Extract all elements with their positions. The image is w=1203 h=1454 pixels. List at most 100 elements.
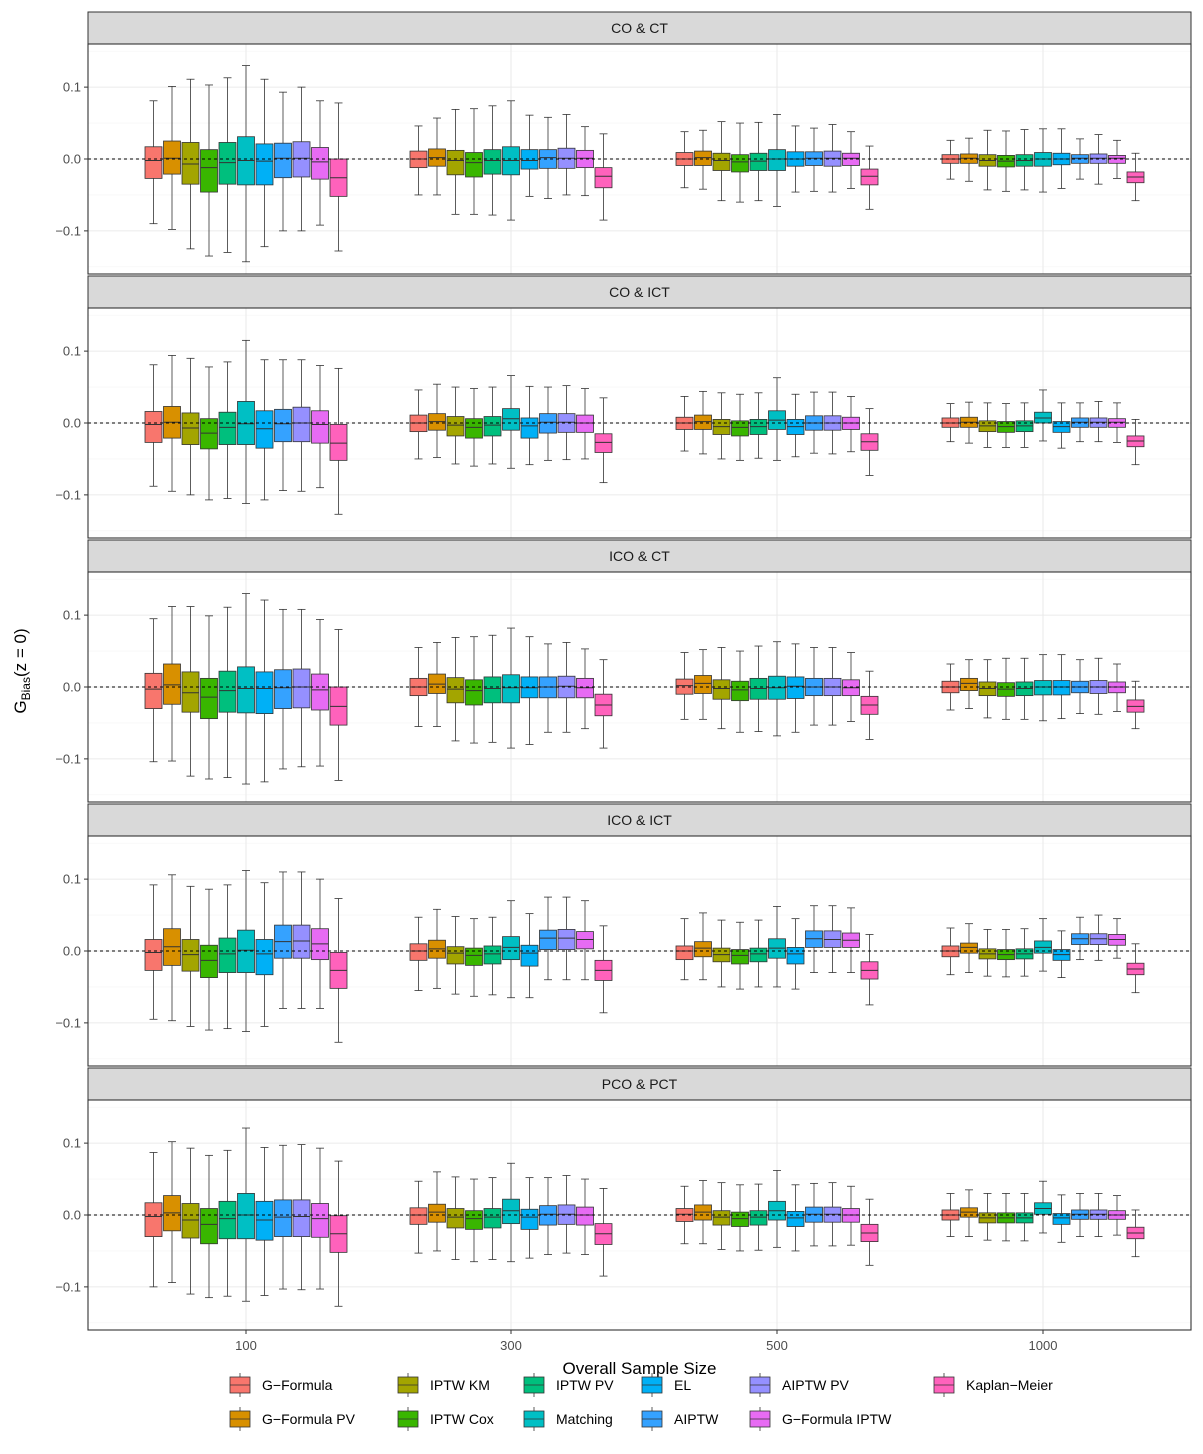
box-6 — [768, 906, 786, 988]
box-2 — [428, 908, 446, 989]
legend-item: G−Formula PV — [229, 1407, 356, 1431]
legend-label: AIPTW — [674, 1411, 719, 1427]
box-11 — [860, 934, 879, 1006]
legend-label: EL — [674, 1377, 691, 1393]
box-4 — [465, 918, 483, 997]
facet-panel: ICO & CT −0.1 0.0 0.1 — [55, 539, 1192, 803]
box-body — [502, 1198, 520, 1225]
box-body — [446, 946, 465, 965]
y-tick-label: −0.1 — [55, 223, 81, 238]
facet-title: CO & ICT — [609, 284, 670, 300]
box-8 — [274, 871, 292, 1009]
box-body — [237, 1193, 255, 1240]
box-body — [465, 679, 483, 706]
box-3 — [712, 919, 731, 988]
box-body — [483, 149, 502, 175]
box-5 — [218, 361, 237, 499]
box-body — [576, 414, 594, 433]
y-tick-label: −0.1 — [55, 1279, 81, 1294]
box-8 — [274, 91, 292, 232]
box-body — [520, 417, 539, 439]
box-8 — [274, 359, 292, 491]
box-4 — [200, 888, 218, 1031]
box-4 — [200, 84, 218, 257]
box-11 — [594, 659, 613, 749]
x-tick-label: 1000 — [1029, 1338, 1058, 1353]
box-5 — [483, 105, 502, 216]
facet-title: PCO & PCT — [602, 1076, 678, 1092]
box-1 — [409, 1180, 428, 1254]
box-body — [694, 675, 712, 694]
box-9 — [292, 608, 311, 768]
box-body — [731, 949, 749, 965]
box-11 — [329, 898, 348, 1043]
facet-strip — [87, 1067, 1192, 1101]
y-tick-label: −0.1 — [55, 751, 81, 766]
y-tick-label: 0.0 — [63, 152, 81, 167]
box-body — [539, 929, 557, 950]
box-body — [786, 1211, 805, 1227]
panel-border — [87, 307, 1192, 539]
box-body — [274, 1199, 292, 1237]
legend-item: Kaplan−Meier — [933, 1373, 1053, 1397]
box-10 — [576, 388, 594, 460]
box-8 — [274, 608, 292, 770]
box-body — [446, 677, 465, 704]
box-body — [409, 943, 428, 961]
box-11 — [1126, 419, 1145, 466]
box-body — [539, 413, 557, 434]
box-5 — [483, 1177, 502, 1260]
facet-title: ICO & ICT — [607, 812, 672, 828]
y-tick-label: 0.0 — [63, 416, 81, 431]
box-2 — [694, 390, 712, 455]
box-9 — [557, 896, 576, 981]
box-3 — [712, 647, 731, 730]
box-5 — [749, 645, 768, 732]
box-5 — [1015, 402, 1034, 448]
box-5 — [218, 606, 237, 778]
box-body — [200, 677, 218, 720]
box-6 — [502, 1162, 520, 1263]
box-body — [237, 666, 255, 714]
y-tick-label: −0.1 — [55, 487, 81, 502]
box-6 — [768, 114, 786, 207]
box-body — [465, 947, 483, 966]
box-5 — [218, 1149, 237, 1297]
box-body — [292, 924, 311, 959]
box-6 — [502, 627, 520, 749]
box-8 — [1071, 916, 1089, 961]
legend-label: IPTW KM — [430, 1377, 490, 1393]
box-9 — [292, 86, 311, 232]
box-4 — [997, 130, 1015, 192]
box-4 — [731, 921, 749, 990]
box-7 — [520, 636, 539, 745]
box-10 — [311, 619, 329, 767]
box-11 — [860, 1198, 879, 1266]
box-body — [144, 672, 163, 709]
box-2 — [960, 659, 978, 709]
box-body — [712, 679, 731, 700]
box-body — [181, 671, 200, 713]
legend-label: G−Formula IPTW — [782, 1411, 892, 1427]
box-2 — [163, 86, 181, 230]
box-body — [465, 152, 483, 178]
box-4 — [997, 403, 1015, 448]
box-4 — [997, 1193, 1015, 1242]
box-3 — [181, 1147, 200, 1295]
box-body — [594, 167, 613, 189]
box-body — [483, 1208, 502, 1229]
box-body — [786, 676, 805, 699]
box-4 — [731, 1184, 749, 1252]
box-2 — [163, 606, 181, 762]
box-body — [731, 1211, 749, 1227]
box-body — [675, 945, 694, 961]
y-tick-label: 0.0 — [63, 1208, 81, 1223]
box-body — [483, 416, 502, 437]
box-body — [576, 149, 594, 169]
legend-item: EL — [641, 1373, 691, 1397]
legend-item: Matching — [523, 1407, 613, 1431]
box-3 — [978, 129, 997, 191]
box-body — [428, 1203, 446, 1223]
legend-item: AIPTW — [641, 1407, 719, 1431]
box-body — [694, 414, 712, 430]
